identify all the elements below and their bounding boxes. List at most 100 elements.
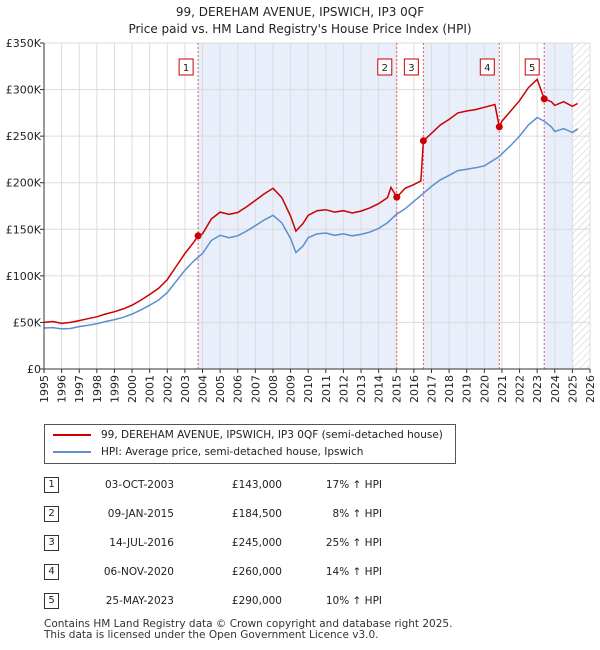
legend-swatch-price (53, 434, 91, 436)
x-tick-label: 2016 (408, 375, 421, 403)
sale-number-label: 5 (529, 63, 535, 74)
sale-hpi-diff: 17% ↑ HPI (325, 478, 382, 491)
x-tick-label: 2013 (355, 375, 368, 403)
legend: 99, DEREHAM AVENUE, IPSWICH, IP3 0QF (se… (44, 424, 456, 464)
x-tick-label: 2007 (249, 375, 262, 403)
x-tick-label: 2014 (373, 375, 386, 403)
y-tick-label: £150K (6, 223, 42, 236)
sale-number-box (178, 58, 194, 76)
sale-point (540, 95, 548, 103)
x-tick-label: 2019 (461, 375, 474, 403)
x-tick-label: 2005 (214, 375, 227, 403)
sale-price: £143,000 (231, 478, 282, 491)
x-tick-label: 1996 (56, 375, 69, 403)
x-tick-label: 2001 (144, 375, 157, 403)
x-tick-label: 2004 (197, 375, 210, 403)
sale-hpi-diff: 14% ↑ HPI (325, 565, 382, 578)
legend-item-price: 99, DEREHAM AVENUE, IPSWICH, IP3 0QF (se… (53, 427, 443, 443)
y-tick-label: £50K (13, 316, 42, 329)
y-tick-label: £350K (6, 37, 42, 50)
y-tick-label: £250K (6, 130, 42, 143)
price-chart: 1 2 3 4 5 £0 £50K £100K £150K £200K £250K £300K £35… (6, 37, 597, 403)
sale-number-badge: 2 (44, 505, 59, 522)
x-tick-label: 2022 (514, 375, 527, 403)
x-tick-label: 2011 (320, 375, 333, 403)
sales-cell-id: 5 (44, 586, 62, 615)
chart-title-line1: 99, DEREHAM AVENUE, IPSWICH, IP3 0QF (175, 5, 425, 19)
x-tick-label: 2024 (549, 375, 562, 403)
sale-hpi-diff: 8% ↑ HPI (332, 507, 382, 520)
x-tick-label: 2018 (443, 375, 456, 403)
sale-date: 03-OCT-2003 (105, 478, 174, 491)
sales-cell-id: 3 (44, 528, 62, 557)
legend-label-price: 99, DEREHAM AVENUE, IPSWICH, IP3 0QF (se… (101, 429, 443, 441)
x-tick-label: 2015 (390, 375, 403, 403)
sale-point (419, 137, 427, 145)
x-tick-label: 1997 (73, 375, 86, 403)
x-tick-label: 2003 (179, 375, 192, 403)
sale-price: £184,500 (231, 507, 282, 520)
x-tick-label: 2002 (161, 375, 174, 403)
ownership-shade (423, 43, 500, 369)
sales-cell-id: 2 (44, 499, 62, 528)
sale-number-label: 1 (183, 63, 189, 74)
sales-row: 1 03-OCT-2003 £143,000 17% ↑ HPI (44, 470, 382, 499)
legend-item-hpi: HPI: Average price, semi-detached house,… (53, 444, 363, 460)
x-tick-label: 2009 (285, 375, 298, 403)
ownership-shade (544, 43, 573, 369)
price-line (43, 77, 579, 325)
sale-number-label: 2 (382, 63, 388, 74)
y-tick-label: £100K (6, 270, 42, 283)
sale-price: £245,000 (231, 536, 282, 549)
sale-price: £290,000 (231, 594, 282, 607)
chart-title: 99, DEREHAM AVENUE, IPSWICH, IP3 0QF Pri… (0, 4, 600, 38)
footer-line2: This data is licensed under the Open Gov… (44, 629, 379, 641)
forecast-hatch (572, 43, 590, 369)
x-tick-label: 1998 (91, 375, 104, 403)
x-tick-label: 2008 (267, 375, 280, 403)
x-tick-label: 2025 (566, 375, 579, 403)
sale-number-label: 4 (484, 63, 490, 74)
hpi-line (43, 116, 579, 330)
ownership-shade (198, 43, 397, 369)
sales-cell-id: 1 (44, 470, 62, 499)
sale-hpi-diff: 25% ↑ HPI (325, 536, 382, 549)
sale-price: £260,000 (231, 565, 282, 578)
sale-point (194, 232, 202, 240)
sale-hpi-diff: 10% ↑ HPI (325, 594, 382, 607)
x-tick-label: 2021 (496, 375, 509, 403)
legend-label-hpi: HPI: Average price, semi-detached house,… (101, 446, 364, 458)
sale-point (393, 193, 401, 201)
sales-row: 5 25-MAY-2023 £290,000 10% ↑ HPI (44, 586, 382, 615)
x-tick-label: 2026 (584, 375, 597, 403)
x-tick-label: 2017 (425, 375, 438, 403)
legend-swatch-hpi (53, 451, 91, 453)
x-tick-label: 2012 (337, 375, 350, 403)
x-tick-label: 2006 (232, 375, 245, 403)
x-tick-label: 2020 (478, 375, 491, 403)
sale-date: 06-NOV-2020 (103, 565, 174, 578)
sale-date: 25-MAY-2023 (105, 594, 174, 607)
x-tick-label: 1995 (38, 375, 51, 403)
sale-number-box (524, 58, 540, 76)
sale-number-label: 3 (408, 63, 414, 74)
footer: Contains HM Land Registry data © Crown c… (44, 619, 452, 641)
sale-date: 14-JUL-2016 (109, 536, 174, 549)
sales-table: 1 03-OCT-2003 £143,000 17% ↑ HPI 2 09-JAN-201… (44, 470, 382, 615)
sale-number-box (377, 58, 393, 76)
sale-number-box (479, 58, 495, 76)
y-tick-label: £300K (6, 84, 42, 97)
x-tick-label: 1999 (108, 375, 121, 403)
x-tick-label: 2023 (531, 375, 544, 403)
sales-row: 2 09-JAN-2015 £184,500 8% ↑ HPI (44, 499, 382, 528)
chart-title-line2: Price paid vs. HM Land Registry's House … (128, 22, 472, 36)
sale-number-badge: 4 (44, 563, 59, 580)
sale-number-badge: 3 (44, 534, 59, 551)
y-tick-label: £200K (6, 177, 42, 190)
sales-row: 4 06-NOV-2020 £260,000 14% ↑ HPI (44, 557, 382, 586)
sale-date: 09-JAN-2015 (107, 507, 174, 520)
sales-row: 3 14-JUL-2016 £245,000 25% ↑ HPI (44, 528, 382, 557)
sale-number-badge: 5 (44, 592, 59, 609)
sale-point (495, 123, 503, 131)
footer-line1: Contains HM Land Registry data © Crown c… (44, 618, 453, 630)
